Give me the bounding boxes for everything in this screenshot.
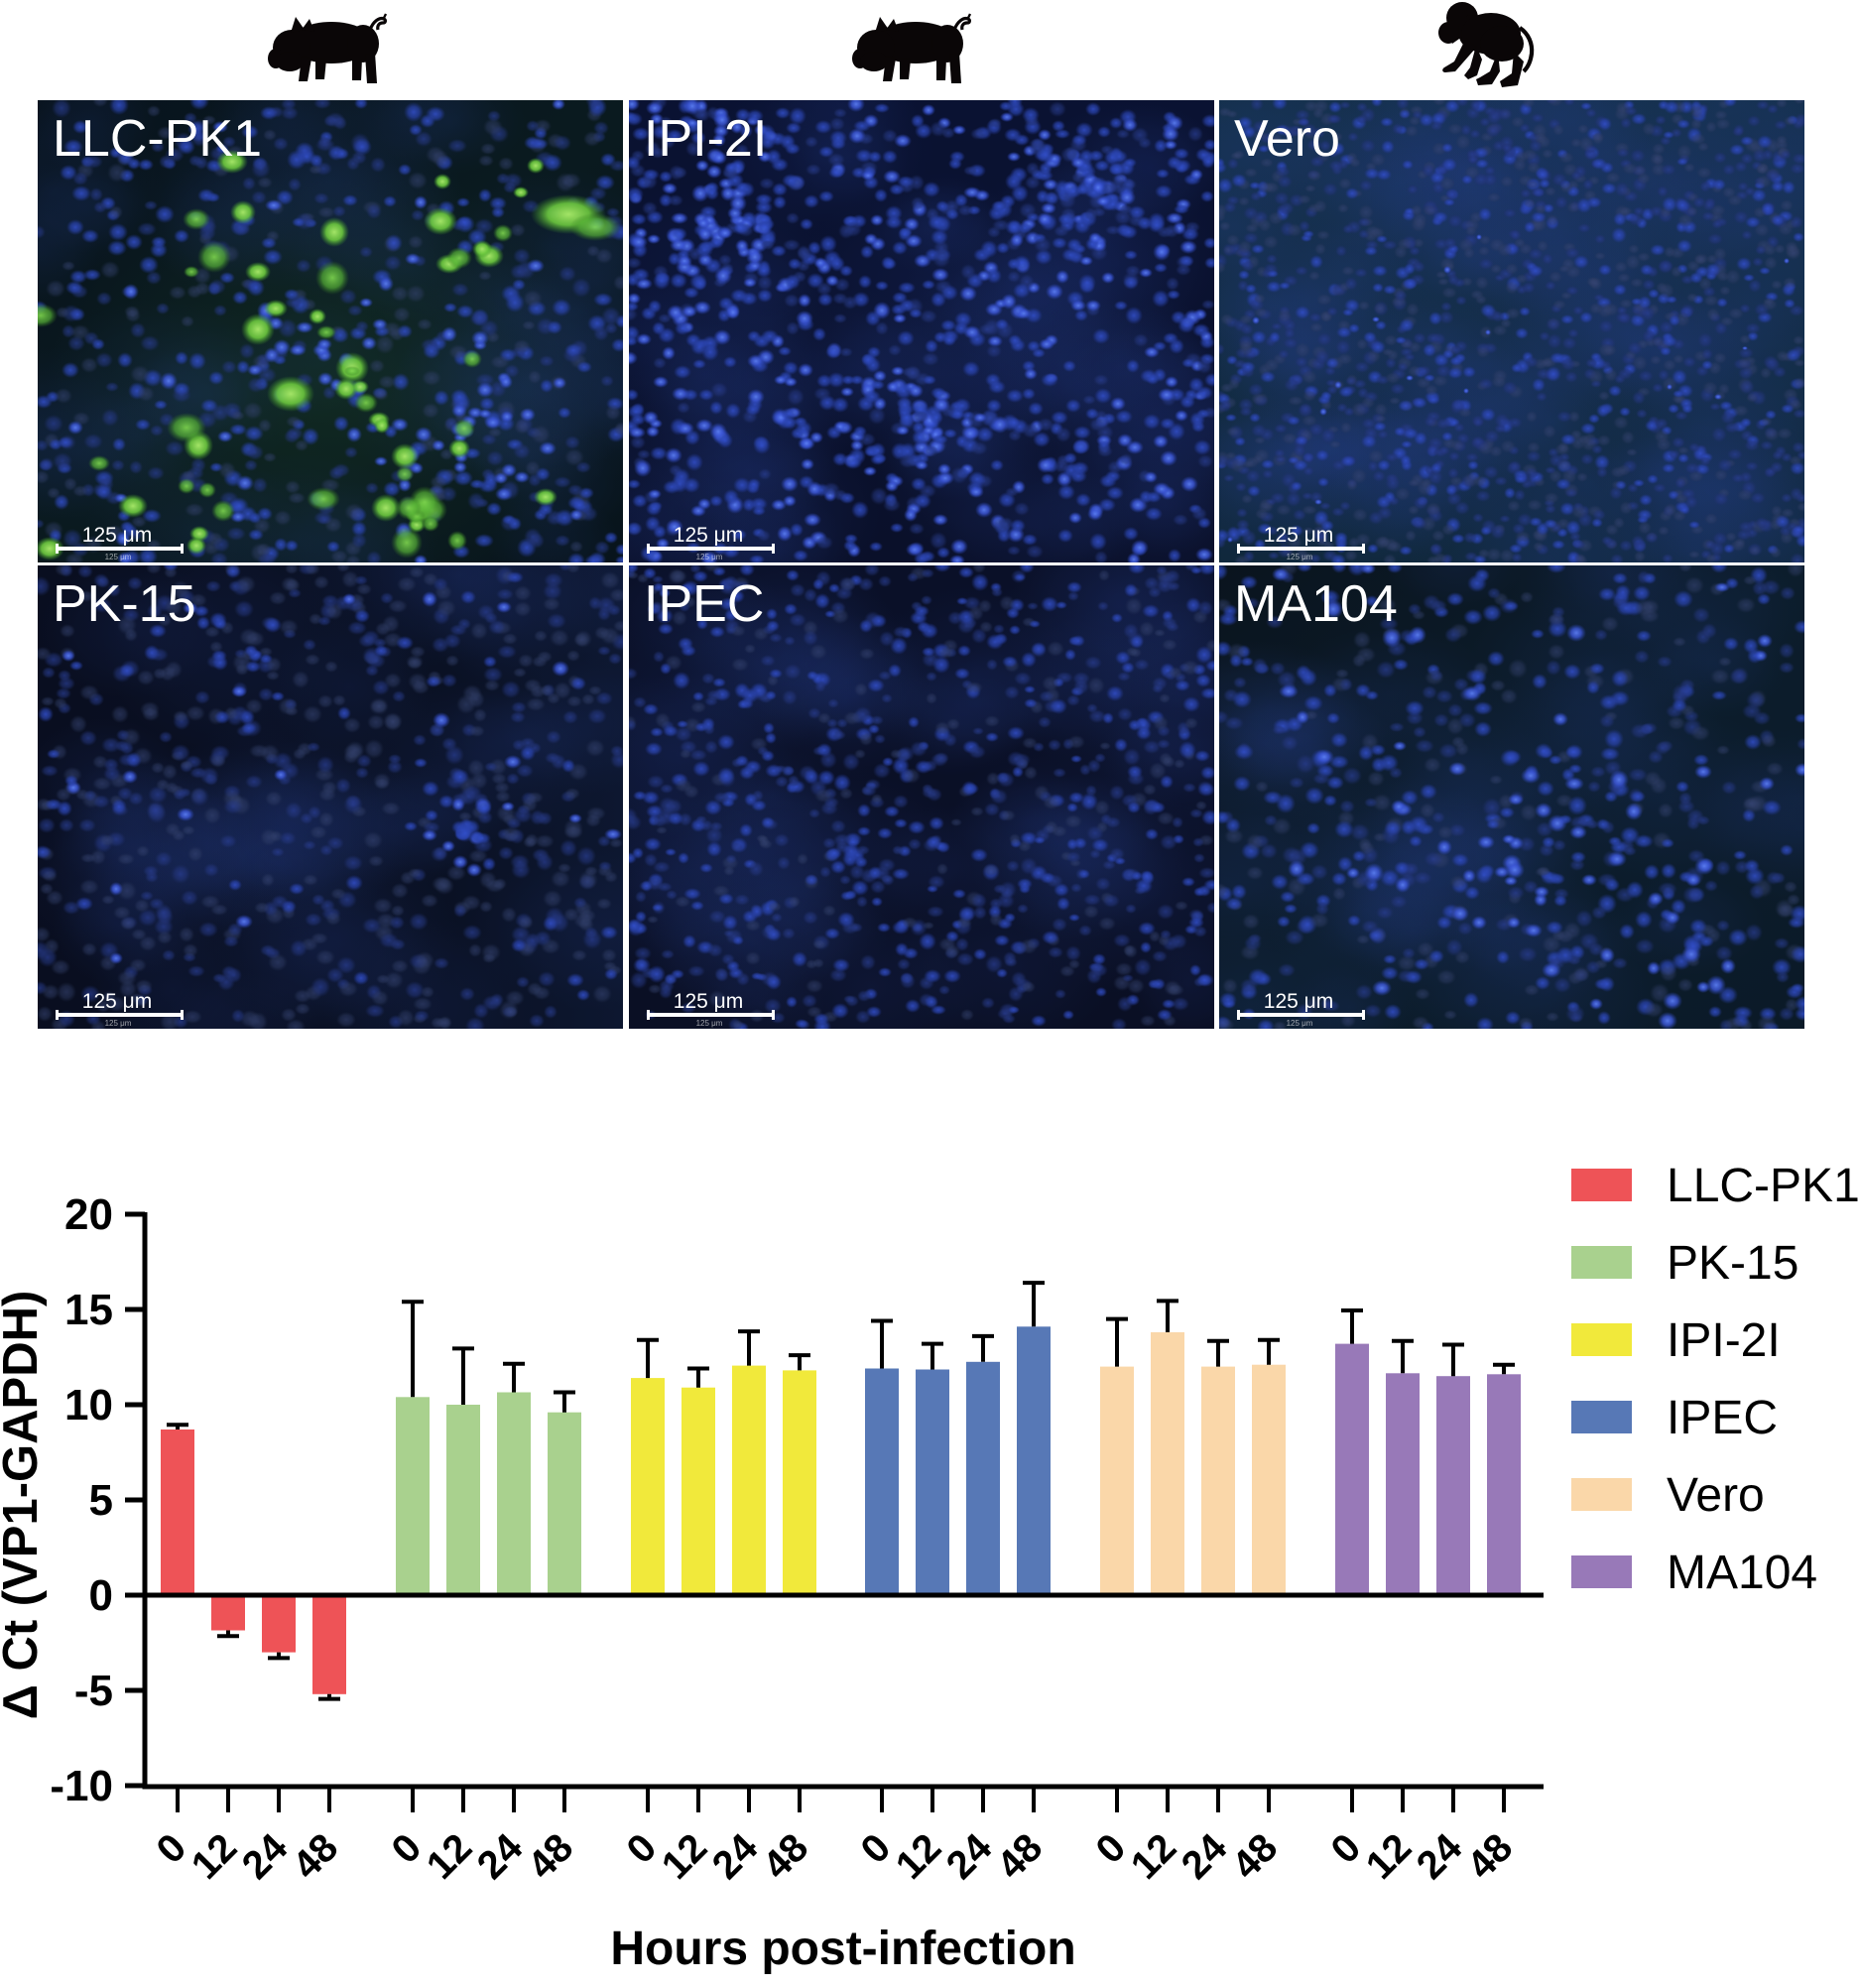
svg-text:125 μm: 125 μm — [82, 524, 152, 547]
svg-text:IPI-2I: IPI-2I — [644, 110, 767, 168]
svg-text:LLC-PK1: LLC-PK1 — [53, 110, 262, 168]
svg-text:125 μm: 125 μm — [105, 1019, 132, 1028]
svg-text:125 μm: 125 μm — [82, 990, 152, 1013]
svg-text:125 μm: 125 μm — [1287, 553, 1313, 561]
svg-text:PK-15: PK-15 — [53, 575, 196, 633]
svg-text:125 μm: 125 μm — [674, 524, 743, 547]
svg-text:125 μm: 125 μm — [696, 553, 723, 561]
svg-text:125 μm: 125 μm — [1264, 524, 1333, 547]
svg-text:Vero: Vero — [1234, 110, 1340, 168]
svg-text:125 μm: 125 μm — [105, 553, 132, 561]
